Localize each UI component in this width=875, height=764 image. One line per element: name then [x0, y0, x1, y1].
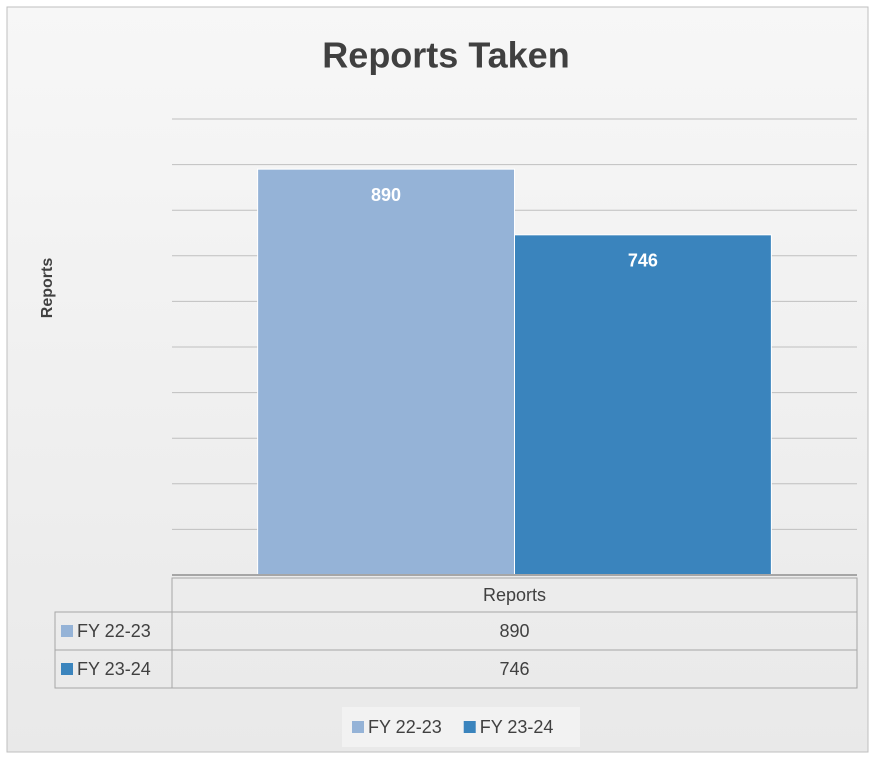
- table-series-name: FY 22-23: [77, 621, 151, 641]
- table-key: [61, 625, 73, 637]
- y-axis-label: Reports: [39, 258, 56, 319]
- data-label: 890: [371, 185, 401, 205]
- bar: [514, 234, 772, 576]
- table-header: Reports: [483, 585, 546, 605]
- table-value: 746: [499, 659, 529, 679]
- legend-label: FY 23-24: [480, 717, 554, 737]
- data-label: 746: [628, 251, 658, 271]
- bar: [257, 168, 515, 576]
- table-series-name: FY 23-24: [77, 659, 151, 679]
- legend-key: [352, 721, 364, 733]
- legend-box: [342, 707, 580, 747]
- chart-title: Reports Taken: [322, 35, 569, 76]
- table-cell: [171, 649, 858, 689]
- legend-label: FY 22-23: [368, 717, 442, 737]
- table-value: 890: [499, 621, 529, 641]
- table-key: [61, 663, 73, 675]
- legend-key: [463, 721, 476, 733]
